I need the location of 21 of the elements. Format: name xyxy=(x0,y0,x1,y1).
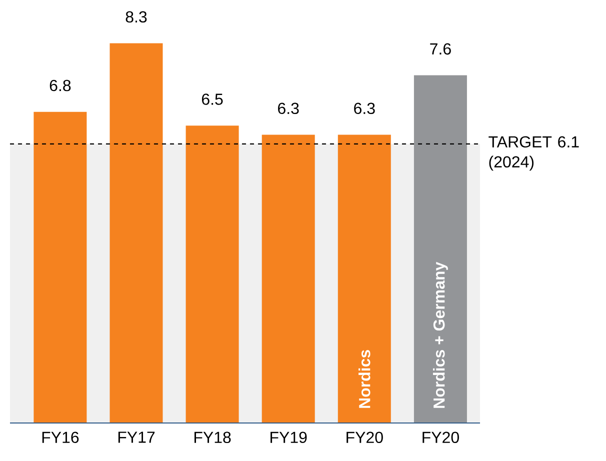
x-tick-label: FY16 xyxy=(42,432,79,444)
bar xyxy=(34,112,87,423)
bar xyxy=(186,126,239,423)
data-label: 6.3 xyxy=(278,102,299,114)
data-label: 7.6 xyxy=(430,43,451,55)
x-tick-label: FY17 xyxy=(118,432,155,443)
data-label: 6.8 xyxy=(50,80,71,92)
x-tick-label: FY18 xyxy=(194,432,231,444)
bar xyxy=(110,43,163,423)
x-tick-label: FY19 xyxy=(270,432,307,444)
annotation: Nordics xyxy=(358,350,370,408)
x-tick-label: FY20 xyxy=(422,432,459,444)
bar xyxy=(338,134,391,423)
annotation: Nordics + Germany xyxy=(433,262,448,408)
data-label: 8.3 xyxy=(126,11,147,23)
ref-line-label: TARGET 6.1 (2024) xyxy=(488,136,579,171)
bar xyxy=(262,134,315,423)
data-label: 6.5 xyxy=(202,94,223,105)
bar xyxy=(414,75,467,423)
x-tick-label: FY20 xyxy=(346,432,383,444)
data-label: 6.3 xyxy=(354,102,375,114)
